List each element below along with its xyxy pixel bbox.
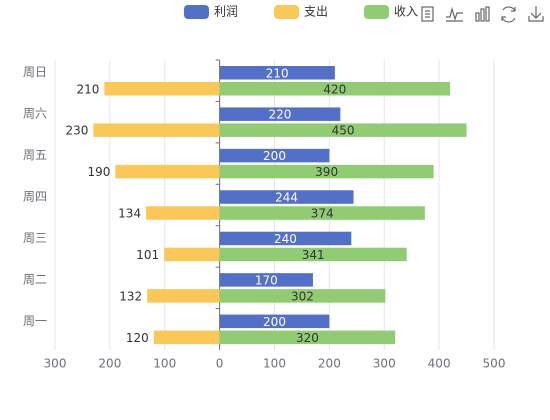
- bar: [164, 247, 220, 262]
- data-label: 341: [302, 248, 325, 262]
- data-label: 200: [263, 149, 286, 163]
- bar: [219, 273, 313, 287]
- y-tick-label: 周日: [23, 65, 47, 79]
- data-label: 170: [255, 273, 278, 287]
- legend-item[interactable]: 支出: [274, 5, 328, 20]
- legend-label: 收入: [394, 5, 418, 19]
- line-icon[interactable]: [446, 6, 463, 22]
- toolbox: [421, 6, 544, 23]
- y-tick-label: 周二: [23, 272, 47, 286]
- data-label: 420: [323, 82, 346, 96]
- download-icon[interactable]: [528, 6, 544, 22]
- data-label: 120: [126, 331, 149, 345]
- x-tick-label: 400: [428, 357, 451, 371]
- data-label: 374: [311, 207, 334, 221]
- x-tick-label: 300: [373, 357, 396, 371]
- legend-label: 利润: [214, 5, 238, 19]
- data-label: 390: [315, 165, 338, 179]
- bar: [219, 123, 467, 137]
- data-label: 220: [269, 108, 292, 122]
- data-label: 210: [266, 66, 289, 80]
- x-tick-label: 100: [153, 357, 176, 371]
- bar: [115, 164, 220, 179]
- legend-item[interactable]: 收入: [364, 5, 418, 20]
- bar: [219, 330, 396, 345]
- legend-label: 支出: [304, 5, 328, 19]
- data-label: 230: [66, 124, 89, 138]
- y-tick-label: 周三: [23, 231, 47, 245]
- y-tick-label: 周六: [23, 107, 47, 121]
- bar: [147, 289, 220, 303]
- restore-icon[interactable]: [501, 6, 516, 23]
- bar: [219, 107, 341, 121]
- bar: [93, 123, 220, 137]
- bar: [219, 314, 330, 329]
- legend-swatch: [364, 5, 389, 19]
- data-label: 302: [291, 289, 314, 303]
- data-label: 240: [274, 232, 297, 246]
- bar: [153, 330, 220, 345]
- x-tick-label: 200: [98, 357, 121, 371]
- bar: [219, 206, 425, 220]
- data-label: 190: [87, 165, 110, 179]
- bar: [104, 82, 220, 96]
- y-tick-label: 周五: [23, 148, 47, 162]
- x-tick-label: 300: [44, 357, 67, 371]
- data-label: 200: [263, 315, 286, 329]
- x-tick-label: 0: [216, 357, 224, 371]
- bar: [219, 66, 335, 80]
- y-tick-label: 周四: [23, 190, 47, 204]
- bar: [219, 190, 354, 204]
- bar: [219, 289, 386, 303]
- bar: [219, 164, 434, 179]
- data-label: 132: [119, 289, 142, 303]
- x-tick-label: 500: [483, 357, 506, 371]
- data-label: 134: [118, 207, 141, 221]
- data-label: 320: [296, 331, 319, 345]
- legend-swatch: [274, 5, 299, 19]
- bar: [219, 231, 352, 246]
- bar: [219, 247, 407, 262]
- save-as-data-icon[interactable]: [421, 6, 434, 22]
- data-label: 244: [275, 191, 298, 205]
- legend-item[interactable]: 利润: [184, 5, 238, 20]
- bar: [219, 82, 451, 96]
- y-tick-label: 周一: [23, 314, 47, 328]
- legend-swatch: [184, 5, 209, 19]
- x-tick-label: 200: [318, 357, 341, 371]
- bar: [219, 148, 330, 163]
- bar-icon[interactable]: [475, 6, 490, 22]
- x-tick-label: 100: [263, 357, 286, 371]
- bar: [146, 206, 220, 220]
- data-label: 210: [76, 82, 99, 96]
- data-label: 450: [332, 124, 355, 138]
- data-label: 101: [136, 248, 159, 262]
